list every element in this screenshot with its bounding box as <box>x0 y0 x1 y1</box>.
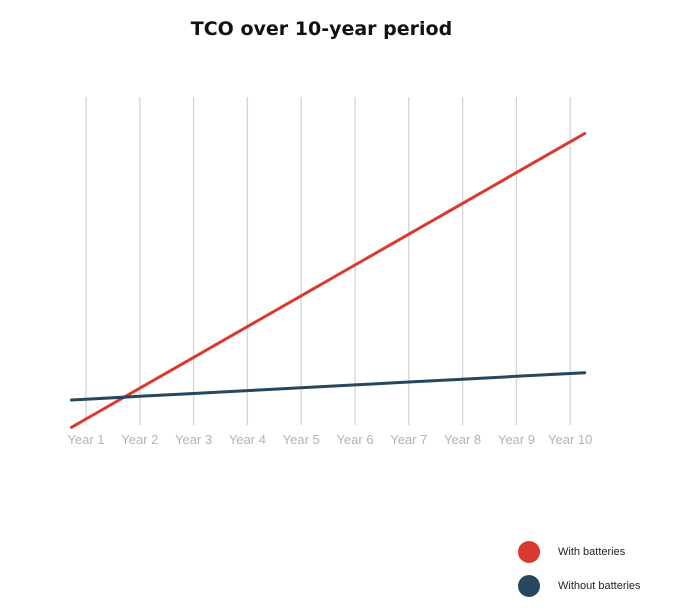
x-tick-label: Year 5 <box>283 432 320 447</box>
legend: With batteries Without batteries <box>518 540 678 608</box>
x-tick-label: Year 8 <box>444 432 481 447</box>
series-line-with-batteries <box>70 132 587 429</box>
chart-title: TCO over 10-year period <box>190 18 453 40</box>
series-line-without-batteries <box>70 371 587 402</box>
grid-lines <box>85 97 571 425</box>
legend-swatch-with-batteries <box>518 541 540 563</box>
x-tick-label: Year 7 <box>390 432 427 447</box>
x-tick-label: Year 10 <box>548 432 592 447</box>
x-tick-label: Year 4 <box>229 432 266 447</box>
x-tick-label: Year 1 <box>67 432 104 447</box>
x-tick-label: Year 3 <box>175 432 212 447</box>
legend-item-with-batteries: With batteries <box>518 540 678 564</box>
legend-item-without-batteries: Without batteries <box>518 574 678 598</box>
x-tick-label: Year 9 <box>498 432 535 447</box>
legend-swatch-without-batteries <box>518 575 540 597</box>
x-tick-label: Year 6 <box>336 432 373 447</box>
x-tick-labels: Year 1 Year 2 Year 3 Year 4 Year 5 Year 6 Year… <box>67 432 592 447</box>
x-tick-label: Year 2 <box>121 432 158 447</box>
legend-label-without-batteries: Without batteries <box>558 580 641 592</box>
series-lines <box>70 132 587 429</box>
legend-label-with-batteries: With batteries <box>558 546 626 558</box>
